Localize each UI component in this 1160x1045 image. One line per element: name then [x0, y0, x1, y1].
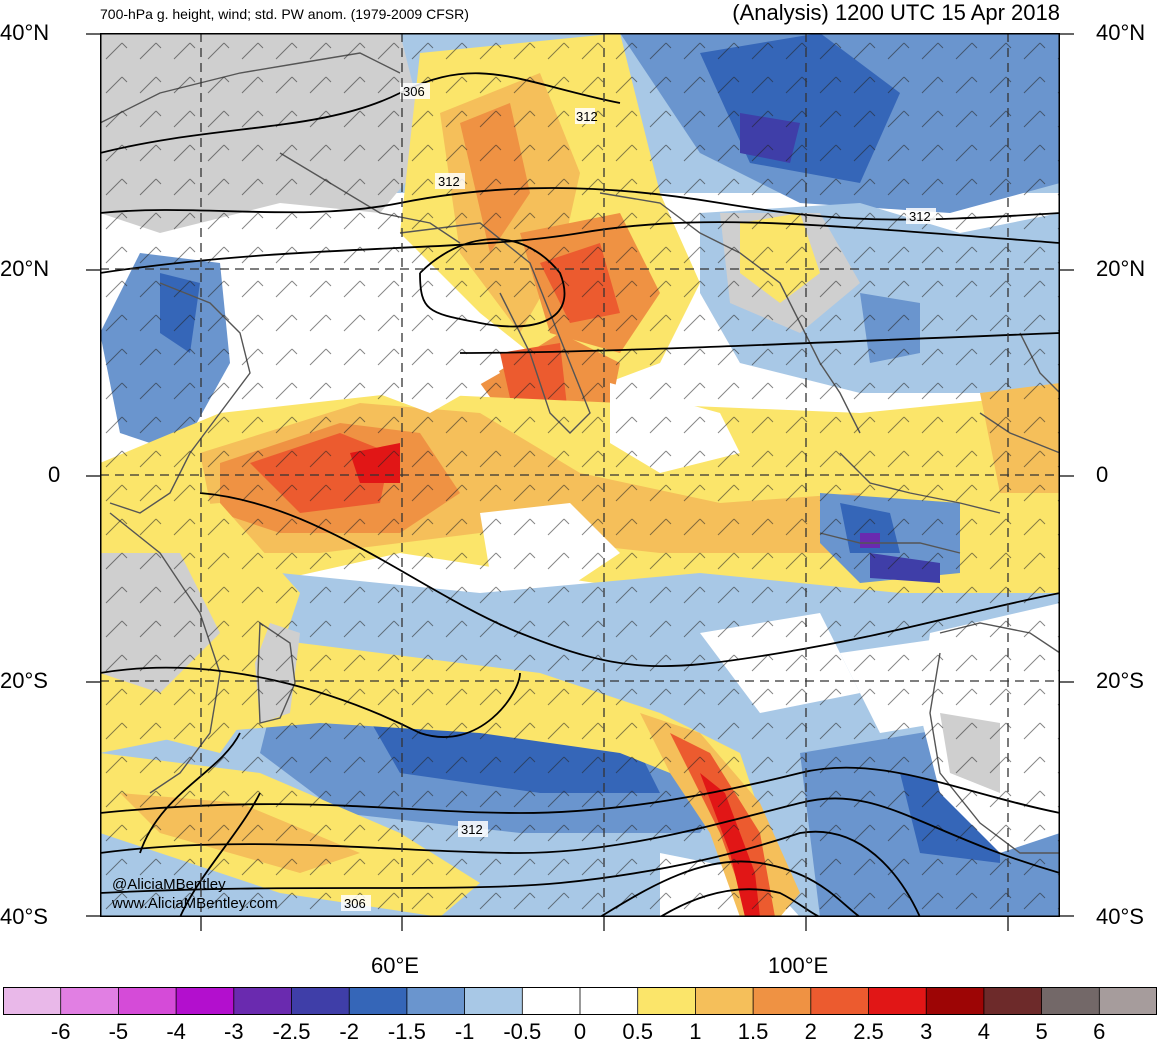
lat-label-20s-left: 20°S — [0, 668, 48, 693]
lon-label-100e: 100°E — [768, 953, 829, 978]
lat-label-eq-right: 0 — [1096, 462, 1109, 487]
colorbar-tick-label: -1 — [454, 1019, 475, 1044]
colorbar-cell — [348, 987, 408, 1015]
colorbar-cell — [233, 987, 293, 1015]
lat-label-40s-right: 40°S — [1096, 904, 1144, 929]
colorbar-tick-label: -1.5 — [387, 1019, 426, 1044]
lat-label-20n-right: 20°N — [1096, 256, 1146, 281]
colorbar-tick-label: 0 — [573, 1019, 587, 1044]
lat-label-40n-right: 40°N — [1096, 20, 1146, 45]
contour-labels: 306 312 312 312 312 306 — [341, 83, 936, 911]
weather-map: 306 312 312 312 312 306 @AliciaMBentley … — [100, 33, 1060, 917]
axis-ticks — [86, 33, 1074, 931]
colorbar — [3, 987, 1157, 1015]
lat-label-40s-left: 40°S — [0, 904, 48, 929]
lon-label-60e: 60°E — [371, 953, 419, 978]
colorbar-tick-label: 4 — [977, 1019, 991, 1044]
analysis-time: (Analysis) 1200 UTC 15 Apr 2018 — [732, 0, 1060, 25]
colorbar-cell — [1098, 987, 1157, 1015]
colorbar-tick-label: -4 — [166, 1019, 186, 1044]
colorbar-cell — [521, 987, 581, 1015]
contour-label: 312 — [461, 822, 483, 837]
colorbar-cell — [983, 987, 1043, 1015]
colorbar-cell — [464, 987, 524, 1015]
colorbar-tick-label: 5 — [1035, 1019, 1048, 1044]
graticule — [100, 33, 1060, 917]
colorbar-cell — [695, 987, 755, 1015]
colorbar-cell — [60, 987, 120, 1015]
colorbar-tick-label: -2.5 — [272, 1019, 311, 1044]
colorbar-tick-label: 1 — [689, 1019, 702, 1044]
colorbar-cell — [810, 987, 870, 1015]
contour-label: 312 — [909, 209, 931, 224]
colorbar-tick-label: 1.5 — [737, 1019, 769, 1044]
colorbar-cell — [3, 987, 62, 1015]
colorbar-cell — [118, 987, 178, 1015]
lat-label-40n-left: 40°N — [0, 20, 50, 45]
lat-label-eq-left: 0 — [48, 462, 61, 487]
colorbar-cell — [637, 987, 697, 1015]
colorbar-tick-label: -5 — [108, 1019, 129, 1044]
colorbar-tick-label: -6 — [50, 1019, 71, 1044]
colorbar-tick-label: -3 — [224, 1019, 244, 1044]
colorbar-tick-label: 2 — [804, 1019, 817, 1044]
height-contours — [100, 72, 1060, 917]
colorbar-cell — [579, 987, 639, 1015]
contour-label: 306 — [344, 896, 366, 911]
credit-handle: @AliciaMBentley — [112, 876, 226, 893]
map-frame — [100, 33, 1060, 917]
colorbar-cell — [291, 987, 351, 1015]
contour-label: 312 — [438, 174, 460, 189]
contour-label: 312 — [576, 109, 598, 124]
colorbar-tick-label: 3 — [920, 1019, 933, 1044]
colorbar-cell — [925, 987, 985, 1015]
colorbar-cell — [406, 987, 466, 1015]
colorbar-tick-label: 6 — [1093, 1019, 1106, 1044]
colorbar-tick-label: 2.5 — [853, 1019, 884, 1044]
lat-label-20s-right: 20°S — [1096, 668, 1144, 693]
map-title: 700-hPa g. height, wind; std. PW anom. (… — [100, 6, 469, 22]
colorbar-cell — [868, 987, 928, 1015]
colorbar-tick-label: -2 — [339, 1019, 359, 1044]
colorbar-tick-label: 0.5 — [622, 1019, 653, 1044]
credit-site: www.AliciaMBentley.com — [111, 895, 278, 912]
colorbar-tick-label: -0.5 — [503, 1019, 542, 1044]
colorbar-cell — [175, 987, 235, 1015]
contour-label: 306 — [403, 84, 425, 99]
colorbar-cell — [1041, 987, 1101, 1015]
colorbar-cell — [752, 987, 812, 1015]
lat-label-20n-left: 20°N — [0, 256, 50, 281]
